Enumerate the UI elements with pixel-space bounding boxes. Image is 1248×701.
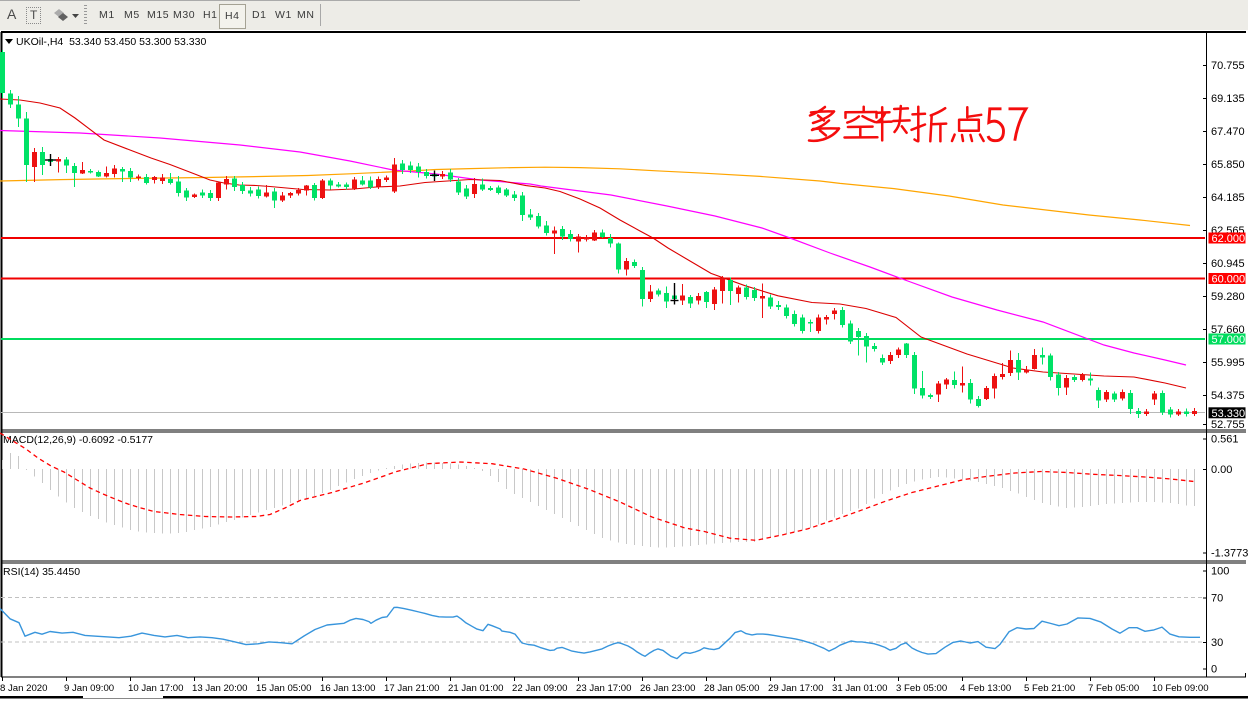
svg-text:67.470: 67.470 [1211, 126, 1245, 138]
svg-text:57.000: 57.000 [1212, 334, 1246, 346]
svg-text:15 Jan 05:00: 15 Jan 05:00 [256, 683, 311, 694]
svg-text:64.185: 64.185 [1211, 192, 1245, 204]
svg-text:10 Feb 09:00: 10 Feb 09:00 [1152, 683, 1209, 694]
svg-text:30: 30 [1211, 637, 1223, 649]
svg-text:69.135: 69.135 [1211, 93, 1245, 105]
svg-text:21 Jan 01:00: 21 Jan 01:00 [448, 683, 503, 694]
svg-text:10 Jan 17:00: 10 Jan 17:00 [128, 683, 183, 694]
svg-text:-1.3773: -1.3773 [1211, 548, 1248, 560]
svg-text:70.755: 70.755 [1211, 60, 1245, 72]
svg-text:62.000: 62.000 [1212, 233, 1246, 245]
svg-text:31 Jan 01:00: 31 Jan 01:00 [832, 683, 887, 694]
svg-text:57.660: 57.660 [1211, 324, 1245, 336]
svg-text:55.995: 55.995 [1211, 357, 1245, 369]
svg-text:4 Feb 13:00: 4 Feb 13:00 [960, 683, 1011, 694]
svg-text:5 Feb 21:00: 5 Feb 21:00 [1024, 683, 1075, 694]
svg-text:100: 100 [1211, 566, 1229, 578]
svg-text:70: 70 [1211, 593, 1223, 605]
svg-text:28 Jan 05:00: 28 Jan 05:00 [704, 683, 759, 694]
svg-text:13 Jan 20:00: 13 Jan 20:00 [192, 683, 247, 694]
svg-text:0.00: 0.00 [1211, 464, 1232, 476]
svg-text:29 Jan 17:00: 29 Jan 17:00 [768, 683, 823, 694]
svg-text:60.000: 60.000 [1212, 274, 1246, 286]
svg-text:MACD(12,26,9) -0.6092 -0.5177: MACD(12,26,9) -0.6092 -0.5177 [3, 434, 153, 446]
svg-text:RSI(14) 35.4450: RSI(14) 35.4450 [3, 566, 80, 578]
svg-text:65.850: 65.850 [1211, 159, 1245, 171]
svg-text:0: 0 [1211, 664, 1217, 676]
svg-text:26 Jan 23:00: 26 Jan 23:00 [640, 683, 695, 694]
svg-text:53.330: 53.330 [1212, 408, 1246, 420]
svg-text:9 Jan 09:00: 9 Jan 09:00 [64, 683, 114, 694]
svg-text:7 Feb 05:00: 7 Feb 05:00 [1088, 683, 1139, 694]
svg-text:0.561: 0.561 [1211, 434, 1239, 446]
svg-text:23 Jan 17:00: 23 Jan 17:00 [576, 683, 631, 694]
svg-text:16 Jan 13:00: 16 Jan 13:00 [320, 683, 375, 694]
svg-text:59.280: 59.280 [1211, 291, 1245, 303]
svg-text:22 Jan 09:00: 22 Jan 09:00 [512, 683, 567, 694]
svg-text:52.755: 52.755 [1211, 419, 1245, 431]
svg-text:54.375: 54.375 [1211, 390, 1245, 402]
svg-text:UKOil-,H4 53.340 53.450 53.30: UKOil-,H4 53.340 53.450 53.300 53.330 [16, 36, 206, 48]
svg-text:8 Jan 2020: 8 Jan 2020 [0, 683, 47, 694]
svg-text:17 Jan 21:00: 17 Jan 21:00 [384, 683, 439, 694]
svg-text:3 Feb 05:00: 3 Feb 05:00 [896, 683, 947, 694]
svg-text:60.945: 60.945 [1211, 258, 1245, 270]
